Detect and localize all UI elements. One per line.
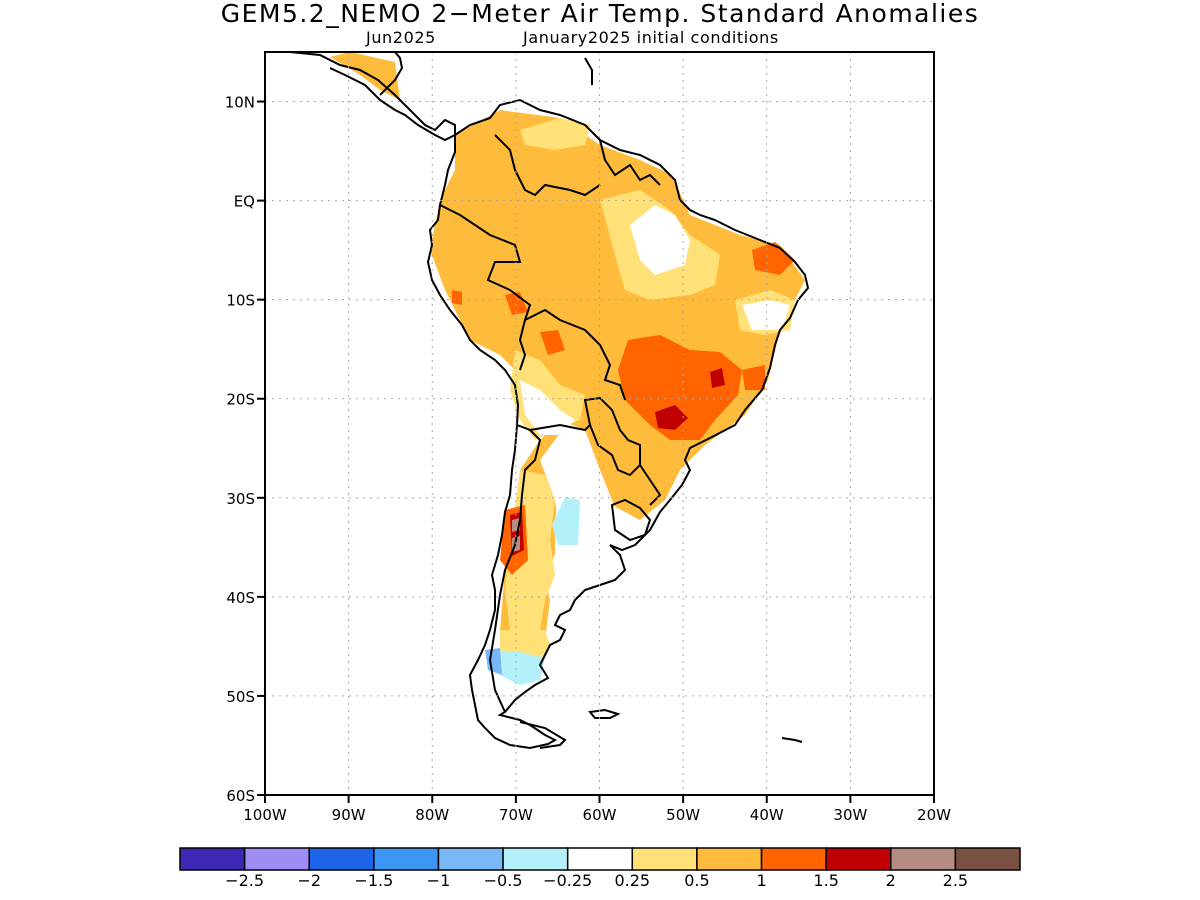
anomaly-region-0p5-1-central-america <box>330 52 400 100</box>
colorbar-swatch <box>825 847 892 871</box>
border-colombia-ecuador-peru <box>439 204 522 291</box>
border-argentina-bolivia <box>529 423 591 432</box>
anomaly-region-1p5-2-minas <box>710 368 725 388</box>
colorbar-swatch <box>890 847 957 871</box>
anomaly-region-neg-0p25-0p5-patagonia <box>495 650 545 685</box>
colorbar-swatch <box>566 847 634 871</box>
lon-tick-label: 90W <box>332 806 366 824</box>
latitude-labels: 10N EQ 10S 20S 30S 40S 50S 60S <box>225 94 255 805</box>
initial-conditions-label: January2025 initial conditions <box>523 28 779 47</box>
lat-tick-label: 10S <box>226 292 255 310</box>
lat-tick-label: EQ <box>234 193 255 211</box>
anomaly-region-neg-0p25-0p5-pampas <box>552 497 580 545</box>
lon-tick-label: 50W <box>666 806 700 824</box>
colorbar-swatch <box>696 847 763 871</box>
coastline-south-georgia <box>781 737 803 743</box>
lon-tick-label: 40W <box>750 806 784 824</box>
coastline-falklands <box>588 708 621 719</box>
lon-tick-label: 30W <box>833 806 867 824</box>
border-peru-brazil <box>509 289 532 371</box>
colorbar-label: −0.5 <box>484 871 523 890</box>
colorbar-swatch <box>631 847 698 871</box>
colorbar-label: −2.5 <box>225 871 264 890</box>
lat-tick-label: 50S <box>226 688 255 706</box>
coastline-caribbean <box>584 57 593 85</box>
anomaly-region-neutral-amazon <box>630 205 690 275</box>
colorbar-swatch <box>502 847 569 871</box>
colorbar-label: −0.25 <box>543 871 592 890</box>
border-argentina-chile <box>488 424 542 713</box>
anomaly-region-1p5-2-brazil <box>655 405 688 430</box>
lat-tick-label: 30S <box>226 490 255 508</box>
coastline-south-america <box>426 98 810 750</box>
border-colombia-venezuela <box>494 134 601 197</box>
lat-tick-label: 10N <box>225 94 255 112</box>
lon-tick-label: 60W <box>583 806 617 824</box>
lon-tick-label: 70W <box>499 806 533 824</box>
colorbar-label: −2 <box>297 871 321 890</box>
border-uruguay <box>610 498 652 542</box>
anomaly-region-neg-0p5-1-patagonia <box>485 648 502 675</box>
map-title: GEM5.2_NEMO 2−Meter Air Temp. Standard A… <box>220 0 980 28</box>
colorbar: −2.5 −2 −1.5 −1 −0.5 −0.25 0.25 0.5 1 1.5 2 2.5 <box>179 847 1021 890</box>
coastline-tierra-del-fuego <box>519 721 567 749</box>
anomaly-region-1-1p5-ne <box>752 242 795 275</box>
colorbar-label: −1.5 <box>354 871 393 890</box>
lon-tick-label: 80W <box>415 806 449 824</box>
border-guianas <box>599 139 661 186</box>
colorbar-label: 0.25 <box>614 871 650 890</box>
axis-ticks <box>257 100 935 803</box>
lat-tick-label: 40S <box>226 589 255 607</box>
border-brazil-argentina <box>639 464 662 506</box>
anomaly-shading <box>330 52 805 705</box>
colorbar-swatch <box>437 847 504 871</box>
colorbar-label: 2.5 <box>943 871 968 890</box>
colorbar-swatch <box>179 847 246 871</box>
lat-tick-label: 20S <box>226 391 255 409</box>
colorbar-swatch <box>243 847 310 871</box>
anomaly-region-1-1p5-ecuador <box>452 290 462 305</box>
anomaly-region-neutral-northeast <box>742 300 790 330</box>
country-borders <box>439 134 662 713</box>
anomaly-region-1-1p5-east-coast <box>742 365 765 390</box>
coastline <box>289 51 810 750</box>
lat-tick-label: 60S <box>226 787 255 805</box>
anomaly-region-0p25-0p5-north <box>520 118 590 150</box>
forecast-month: Jun2025 <box>366 28 436 47</box>
longitude-labels: 100W 90W 80W 70W 60W 50W 40W 30W 20W <box>243 806 951 824</box>
colorbar-label: 1 <box>756 871 766 890</box>
lon-tick-label: 20W <box>917 806 951 824</box>
colorbar-swatch <box>760 847 827 871</box>
colorbar-swatch <box>308 847 375 871</box>
colorbar-label: 2 <box>886 871 896 890</box>
anomaly-region-1-1p5-bolivia <box>540 330 565 355</box>
map-grid <box>265 52 934 795</box>
anomaly-region-neutral-altiplano <box>520 380 575 435</box>
colorbar-swatch <box>954 847 1021 871</box>
border-bolivia-brazil <box>524 308 626 401</box>
anomaly-region-1-1p5-central-brazil <box>618 335 742 440</box>
coastline-central-america <box>289 51 456 142</box>
anomaly-region-1-1p5-peru <box>505 292 528 315</box>
colorbar-label: 1.5 <box>813 871 838 890</box>
colorbar-label: −1 <box>427 871 451 890</box>
colorbar-label: 0.5 <box>684 871 709 890</box>
coastline-yucatan <box>379 51 404 96</box>
anomaly-region-neutral-pampas <box>550 430 625 585</box>
colorbar-swatch <box>373 847 440 871</box>
lon-tick-label: 100W <box>243 806 287 824</box>
